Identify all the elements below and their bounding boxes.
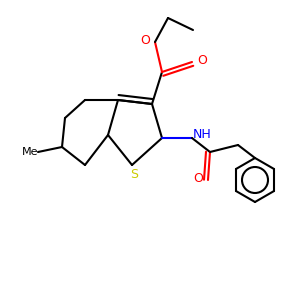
Text: S: S: [130, 169, 138, 182]
Text: O: O: [197, 53, 207, 67]
Text: O: O: [193, 172, 203, 184]
Text: O: O: [140, 34, 150, 46]
Text: Me: Me: [22, 147, 38, 157]
Text: NH: NH: [193, 128, 211, 140]
